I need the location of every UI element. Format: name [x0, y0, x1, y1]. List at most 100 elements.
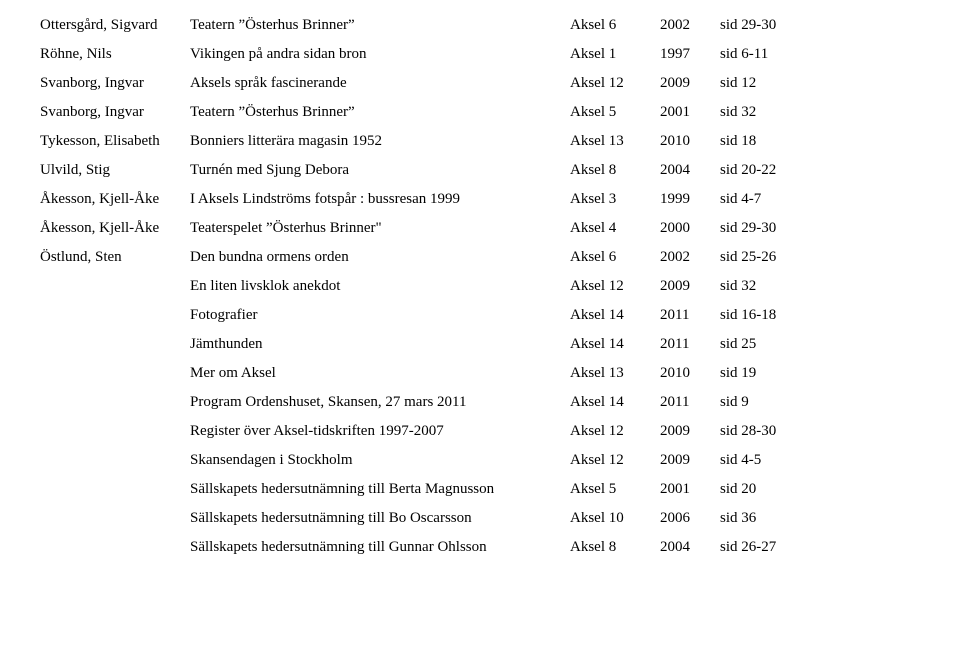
title-cell: Turnén med Sjung Debora — [190, 163, 570, 192]
table-row: Sällskapets hedersutnämning till Bo Osca… — [40, 511, 920, 540]
author-cell: Tykesson, Elisabeth — [40, 134, 190, 163]
table-row: Svanborg, IngvarAksels språk fascinerand… — [40, 76, 920, 105]
volume-cell: Aksel 4 — [570, 221, 660, 250]
page-cell: sid 16-18 — [720, 308, 920, 337]
page-cell: sid 29-30 — [720, 18, 920, 47]
title-cell: Program Ordenshuset, Skansen, 27 mars 20… — [190, 395, 570, 424]
page-cell: sid 25-26 — [720, 250, 920, 279]
title-cell: I Aksels Lindströms fotspår : bussresan … — [190, 192, 570, 221]
year-cell: 2010 — [660, 366, 720, 395]
author-cell — [40, 366, 190, 395]
title-cell: Aksels språk fascinerande — [190, 76, 570, 105]
year-cell: 2001 — [660, 482, 720, 511]
year-cell: 2010 — [660, 134, 720, 163]
table-row: Sällskapets hedersutnämning till Berta M… — [40, 482, 920, 511]
year-cell: 2009 — [660, 453, 720, 482]
page-cell: sid 19 — [720, 366, 920, 395]
author-cell — [40, 511, 190, 540]
table-row: Register över Aksel-tidskriften 1997-200… — [40, 424, 920, 453]
volume-cell: Aksel 8 — [570, 163, 660, 192]
table-row: Skansendagen i StockholmAksel 122009sid … — [40, 453, 920, 482]
title-cell: Teatern ”Österhus Brinner” — [190, 105, 570, 134]
page-cell: sid 4-5 — [720, 453, 920, 482]
title-cell: Register över Aksel-tidskriften 1997-200… — [190, 424, 570, 453]
year-cell: 2002 — [660, 18, 720, 47]
title-cell: Mer om Aksel — [190, 366, 570, 395]
title-cell: Teaterspelet ”Österhus Brinner" — [190, 221, 570, 250]
page-cell: sid 25 — [720, 337, 920, 366]
author-cell — [40, 482, 190, 511]
year-cell: 2000 — [660, 221, 720, 250]
volume-cell: Aksel 12 — [570, 424, 660, 453]
page-cell: sid 29-30 — [720, 221, 920, 250]
volume-cell: Aksel 8 — [570, 540, 660, 569]
page-cell: sid 6-11 — [720, 47, 920, 76]
volume-cell: Aksel 5 — [570, 482, 660, 511]
table-row: Åkesson, Kjell-ÅkeI Aksels Lindströms fo… — [40, 192, 920, 221]
table-row: Ottersgård, SigvardTeatern ”Österhus Bri… — [40, 18, 920, 47]
volume-cell: Aksel 5 — [570, 105, 660, 134]
page-cell: sid 18 — [720, 134, 920, 163]
table-row: Sällskapets hedersutnämning till Gunnar … — [40, 540, 920, 569]
author-cell: Åkesson, Kjell-Åke — [40, 221, 190, 250]
title-cell: Sällskapets hedersutnämning till Berta M… — [190, 482, 570, 511]
author-cell: Ulvild, Stig — [40, 163, 190, 192]
table-row: Tykesson, ElisabethBonniers litterära ma… — [40, 134, 920, 163]
author-cell — [40, 308, 190, 337]
title-cell: Sällskapets hedersutnämning till Gunnar … — [190, 540, 570, 569]
title-cell: Vikingen på andra sidan bron — [190, 47, 570, 76]
author-cell: Åkesson, Kjell-Åke — [40, 192, 190, 221]
page-cell: sid 20-22 — [720, 163, 920, 192]
author-cell — [40, 279, 190, 308]
year-cell: 2011 — [660, 395, 720, 424]
title-cell: Jämthunden — [190, 337, 570, 366]
year-cell: 2009 — [660, 424, 720, 453]
page-cell: sid 12 — [720, 76, 920, 105]
page-cell: sid 32 — [720, 279, 920, 308]
page-cell: sid 36 — [720, 511, 920, 540]
table-row: JämthundenAksel 142011sid 25 — [40, 337, 920, 366]
table-row: Mer om AkselAksel 132010sid 19 — [40, 366, 920, 395]
table-row: En liten livsklok anekdotAksel 122009sid… — [40, 279, 920, 308]
year-cell: 2009 — [660, 279, 720, 308]
volume-cell: Aksel 1 — [570, 47, 660, 76]
author-cell — [40, 453, 190, 482]
page-cell: sid 9 — [720, 395, 920, 424]
page-cell: sid 20 — [720, 482, 920, 511]
year-cell: 1999 — [660, 192, 720, 221]
volume-cell: Aksel 14 — [570, 395, 660, 424]
year-cell: 2004 — [660, 163, 720, 192]
year-cell: 1997 — [660, 47, 720, 76]
year-cell: 2011 — [660, 308, 720, 337]
author-cell: Röhne, Nils — [40, 47, 190, 76]
author-cell — [40, 424, 190, 453]
year-cell: 2011 — [660, 337, 720, 366]
author-cell: Svanborg, Ingvar — [40, 105, 190, 134]
page-cell: sid 32 — [720, 105, 920, 134]
author-cell — [40, 395, 190, 424]
table-row: Program Ordenshuset, Skansen, 27 mars 20… — [40, 395, 920, 424]
year-cell: 2009 — [660, 76, 720, 105]
bibliography-table: Ottersgård, SigvardTeatern ”Österhus Bri… — [40, 18, 920, 569]
title-cell: Sällskapets hedersutnämning till Bo Osca… — [190, 511, 570, 540]
table-row: FotografierAksel 142011sid 16-18 — [40, 308, 920, 337]
author-cell — [40, 540, 190, 569]
volume-cell: Aksel 14 — [570, 308, 660, 337]
table-row: Ulvild, StigTurnén med Sjung DeboraAksel… — [40, 163, 920, 192]
volume-cell: Aksel 12 — [570, 279, 660, 308]
volume-cell: Aksel 12 — [570, 453, 660, 482]
title-cell: Den bundna ormens orden — [190, 250, 570, 279]
volume-cell: Aksel 13 — [570, 366, 660, 395]
author-cell: Ottersgård, Sigvard — [40, 18, 190, 47]
page-cell: sid 28-30 — [720, 424, 920, 453]
title-cell: Bonniers litterära magasin 1952 — [190, 134, 570, 163]
volume-cell: Aksel 14 — [570, 337, 660, 366]
volume-cell: Aksel 13 — [570, 134, 660, 163]
table-row: Svanborg, IngvarTeatern ”Österhus Brinne… — [40, 105, 920, 134]
title-cell: En liten livsklok anekdot — [190, 279, 570, 308]
volume-cell: Aksel 10 — [570, 511, 660, 540]
title-cell: Teatern ”Österhus Brinner” — [190, 18, 570, 47]
table-row: Östlund, StenDen bundna ormens ordenAkse… — [40, 250, 920, 279]
table-row: Åkesson, Kjell-ÅkeTeaterspelet ”Österhus… — [40, 221, 920, 250]
year-cell: 2002 — [660, 250, 720, 279]
